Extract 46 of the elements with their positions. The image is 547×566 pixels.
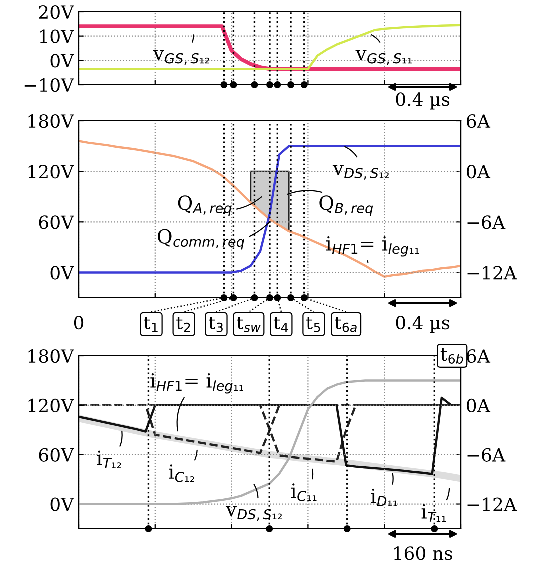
annotation: i$_{HF1}$= i$_{leg₁₁}$ <box>326 236 420 257</box>
y-tick-label: 60V <box>39 448 74 462</box>
text: 160 ns <box>394 546 452 560</box>
y2-tick-label: 6A <box>467 114 491 128</box>
text: 0.4 µs <box>396 92 450 110</box>
text: t$_{3}$ <box>209 316 223 332</box>
annotation: v$_{DS,S₁₂}$ <box>332 164 389 180</box>
y2-tick-label: −12A <box>468 266 518 280</box>
text: t$_{6a}$ <box>335 316 357 332</box>
y2-tick-label: −6A <box>468 216 506 230</box>
text: t$_{sw}$ <box>237 316 261 332</box>
y-tick-label: 180V <box>28 114 74 128</box>
text: t$_{4}$ <box>274 316 288 332</box>
y-tick-label: 0V <box>50 266 74 280</box>
y2-tick-label: −6A <box>468 448 506 462</box>
y-tick-label: 180V <box>28 349 74 364</box>
annotation: i$_{C₁₂}$ <box>169 464 194 482</box>
y2-tick-label: −12A <box>468 498 518 512</box>
y-tick-label: 10V <box>40 30 74 44</box>
annotation: i$_{D₁₁}$ <box>371 488 398 506</box>
annotation: i$_{HF1}$= i$_{leg₁₁}$ <box>150 373 244 394</box>
y-tick-label: 120V <box>28 398 74 413</box>
y-tick-label: 0V <box>50 54 74 68</box>
annotation: i$_{C₁₁}$ <box>291 484 317 502</box>
text: t$_{2}$ <box>176 316 190 332</box>
text: t$_{1}$ <box>144 316 158 332</box>
y2-tick-label: 6A <box>467 349 491 364</box>
y-tick-label: 0V <box>50 498 74 512</box>
annotation: Q$_{A,req}$ <box>178 196 232 216</box>
annotation: i$_{T₁₁}$ <box>422 504 446 522</box>
annotation: i$_{T₁₂}$ <box>97 450 122 468</box>
text: t$_{5}$ <box>306 316 320 332</box>
y-tick-label: −10V <box>24 78 74 92</box>
text: 0 <box>74 316 84 330</box>
y-tick-label: 120V <box>28 165 74 179</box>
annotation: v$_{GS,S₁₂}$ <box>153 50 210 66</box>
annotation: v$_{DS,S₁₂}$ <box>226 506 282 521</box>
y2-tick-label: 0A <box>467 165 491 179</box>
y2-tick-label: 0A <box>467 398 491 413</box>
text: 0.4 µs <box>396 316 450 334</box>
annotation: Q$_{comm,req}$ <box>158 229 244 250</box>
y-tick-label: 60V <box>39 216 74 230</box>
y-tick-label: 20V <box>39 5 74 20</box>
annotation: t$_{6b}$ <box>440 348 464 364</box>
annotation: Q$_{B,req}$ <box>320 196 374 216</box>
annotation: v$_{GS,S₁₁}$ <box>356 50 412 66</box>
